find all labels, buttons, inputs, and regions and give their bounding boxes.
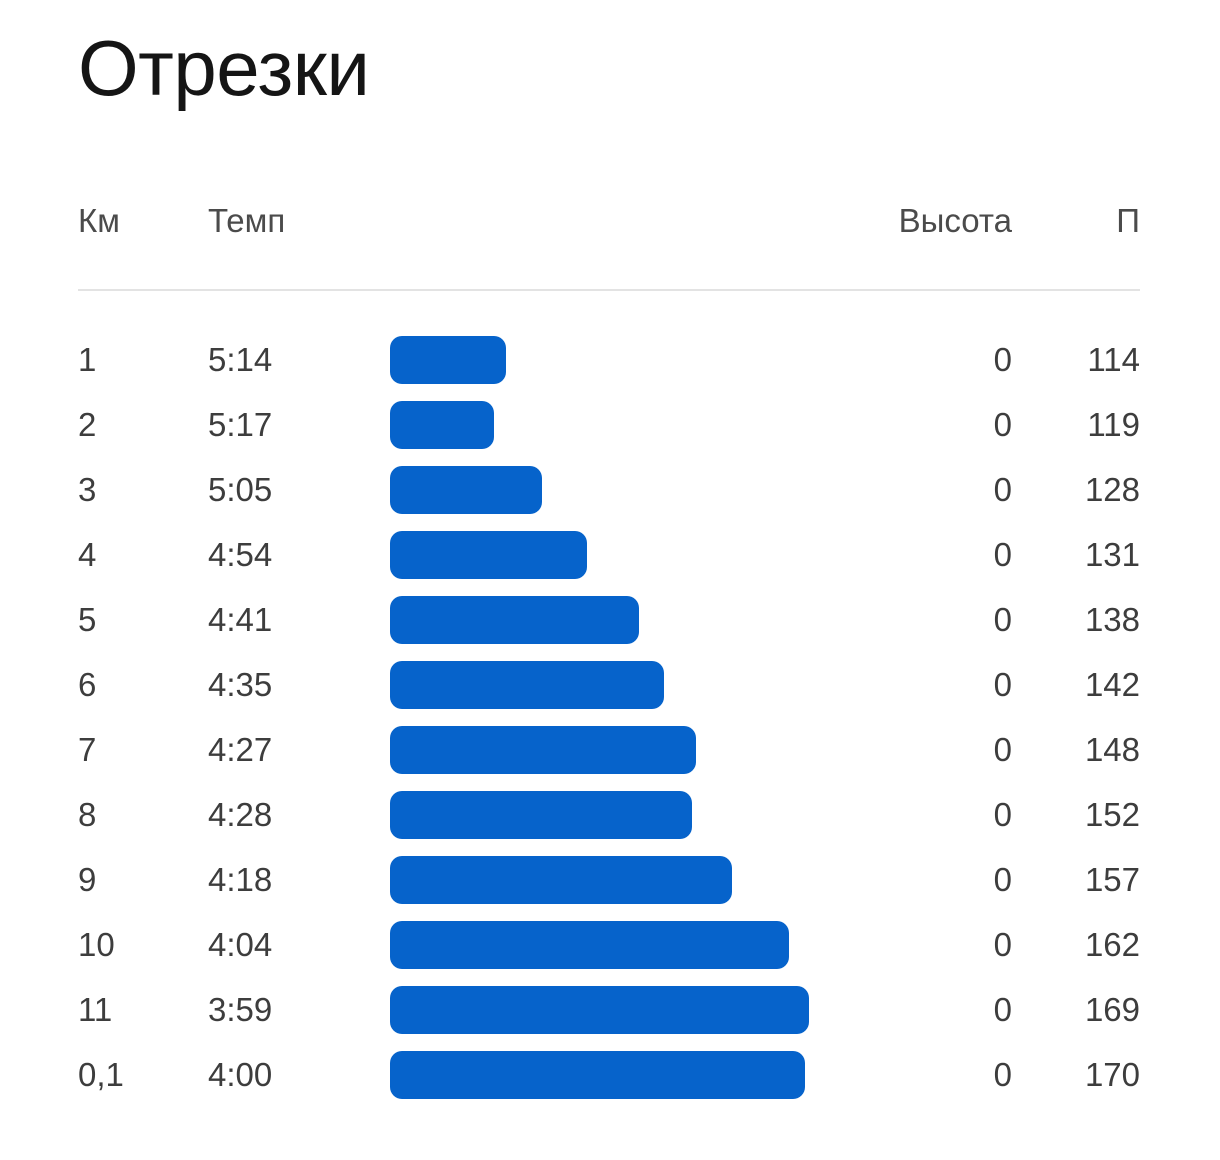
pace-bar-container	[390, 912, 820, 977]
km-cell: 7	[78, 730, 97, 768]
pace-bar-container	[390, 977, 820, 1042]
pulse-cell: 142	[1084, 665, 1140, 703]
pace-cell: 4:00	[208, 1055, 273, 1093]
table-row: 6 4:35 0 142	[78, 652, 1140, 717]
pace-bar	[390, 660, 664, 709]
pace-bar	[390, 1050, 805, 1099]
header-divider	[78, 289, 1140, 291]
elevation-cell: 0	[993, 340, 1012, 378]
table-row: 11 3:59 0 169	[78, 977, 1140, 1042]
pace-cell: 4:28	[208, 795, 273, 833]
pace-bar-container	[390, 457, 820, 522]
table-row: 5 4:41 0 138	[78, 587, 1140, 652]
pace-bar-container	[390, 522, 820, 587]
pulse-cell: 152	[1084, 795, 1140, 833]
elevation-cell: 0	[993, 600, 1012, 638]
km-cell: 4	[78, 535, 97, 573]
pace-cell: 5:17	[208, 405, 273, 443]
page-title: Отрезки	[78, 24, 370, 112]
header-pace: Темп	[208, 202, 286, 239]
pace-cell: 4:27	[208, 730, 273, 768]
pulse-cell: 162	[1084, 925, 1140, 963]
km-cell: 9	[78, 860, 97, 898]
pace-bar	[390, 790, 692, 839]
elevation-cell: 0	[993, 665, 1012, 703]
elevation-cell: 0	[993, 795, 1012, 833]
elevation-cell: 0	[993, 1055, 1012, 1093]
elevation-cell: 0	[993, 990, 1012, 1028]
table-row: 1 5:14 0 114	[78, 327, 1140, 392]
elevation-cell: 0	[993, 535, 1012, 573]
pace-bar	[390, 920, 789, 969]
pace-bar-container	[390, 717, 820, 782]
pace-bar	[390, 335, 506, 384]
km-cell: 5	[78, 600, 97, 638]
table-body: 1 5:14 0 114 2 5:17 0 119 3 5:05 0 128	[78, 327, 1140, 1107]
pace-bar-container	[390, 327, 820, 392]
pace-cell: 4:54	[208, 535, 273, 573]
pace-bar-container	[390, 392, 820, 457]
table-row: 8 4:28 0 152	[78, 782, 1140, 847]
table-row: 7 4:27 0 148	[78, 717, 1140, 782]
km-cell: 8	[78, 795, 97, 833]
elevation-cell: 0	[993, 405, 1012, 443]
pulse-cell: 131	[1084, 535, 1140, 573]
pace-bar-container	[390, 847, 820, 912]
pace-cell: 3:59	[208, 990, 273, 1028]
elevation-cell: 0	[993, 470, 1012, 508]
pace-bar	[390, 725, 696, 774]
pace-bar	[390, 985, 809, 1034]
header-elevation: Высота	[898, 202, 1012, 239]
km-cell: 0,1	[78, 1055, 124, 1093]
header-km: Км	[78, 202, 120, 239]
header-pulse: П	[1116, 202, 1140, 239]
pulse-cell: 114	[1087, 340, 1140, 378]
table-header: Км Темп Высота П	[78, 201, 1140, 241]
pace-bar	[390, 855, 732, 904]
km-cell: 6	[78, 665, 97, 703]
km-cell: 1	[78, 340, 97, 378]
pace-bar-container	[390, 1042, 820, 1107]
km-cell: 2	[78, 405, 97, 443]
table-row: 0,1 4:00 0 170	[78, 1042, 1140, 1107]
pace-bar	[390, 530, 587, 579]
pace-bar	[390, 465, 542, 514]
km-cell: 3	[78, 470, 97, 508]
pulse-cell: 128	[1084, 470, 1140, 508]
pace-cell: 4:18	[208, 860, 273, 898]
pulse-cell: 170	[1084, 1055, 1140, 1093]
pace-bar	[390, 400, 494, 449]
pace-cell: 4:04	[208, 925, 273, 963]
table-row: 2 5:17 0 119	[78, 392, 1140, 457]
pace-cell: 5:05	[208, 470, 273, 508]
pace-cell: 4:41	[208, 600, 273, 638]
elevation-cell: 0	[993, 860, 1012, 898]
pulse-cell: 119	[1087, 405, 1140, 443]
table-row: 10 4:04 0 162	[78, 912, 1140, 977]
pace-bar-container	[390, 587, 820, 652]
pulse-cell: 169	[1084, 990, 1140, 1028]
table-row: 9 4:18 0 157	[78, 847, 1140, 912]
pulse-cell: 157	[1084, 860, 1140, 898]
elevation-cell: 0	[993, 730, 1012, 768]
pulse-cell: 138	[1084, 600, 1140, 638]
pace-bar-container	[390, 782, 820, 847]
km-cell: 10	[78, 925, 115, 963]
table-row: 3 5:05 0 128	[78, 457, 1140, 522]
pace-bar-container	[390, 652, 820, 717]
pace-bar	[390, 595, 639, 644]
pace-cell: 4:35	[208, 665, 273, 703]
splits-panel: Отрезки Км Темп Высота П 1 5:14 0 114 2 …	[78, 24, 1140, 1107]
table-row: 4 4:54 0 131	[78, 522, 1140, 587]
pace-cell: 5:14	[208, 340, 273, 378]
elevation-cell: 0	[993, 925, 1012, 963]
pulse-cell: 148	[1084, 730, 1140, 768]
km-cell: 11	[78, 990, 113, 1028]
